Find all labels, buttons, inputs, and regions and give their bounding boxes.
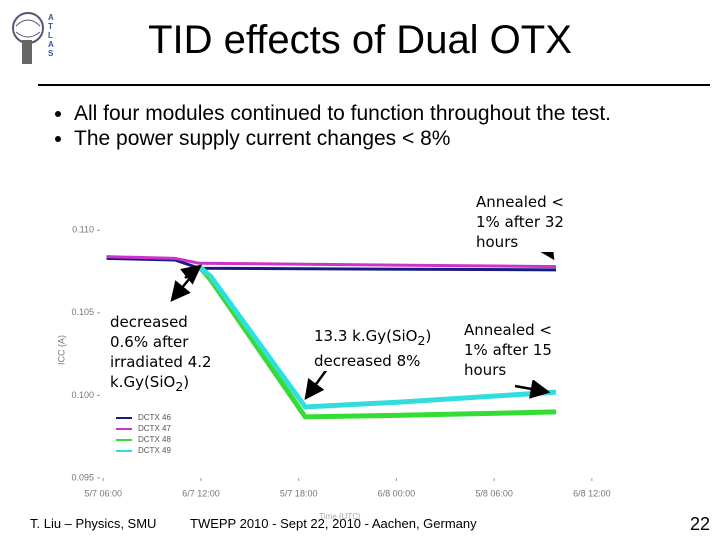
logo-letter: L [48, 31, 53, 40]
annotation: Annealed < 1% after 32 hours [476, 192, 564, 252]
legend-label: DCTX 47 [138, 424, 171, 433]
legend-label: DCTX 46 [138, 413, 171, 422]
arrow [514, 379, 551, 399]
annotation-line: 13.3 k.Gy(SiO2) [314, 326, 431, 351]
legend-label: DCTX 49 [138, 446, 171, 455]
logo-letter: T [48, 22, 53, 31]
y-tick-label: 0.105 [71, 307, 94, 317]
bullet: The power supply current changes < 8% [74, 127, 634, 150]
footer-center: TWEPP 2010 - Sept 22, 2010 - Aachen, Ger… [190, 516, 477, 531]
x-tick-label: 6/8 12:00 [573, 488, 611, 498]
annotation: Annealed < 1% after 15 hours [464, 320, 552, 380]
annotation-text: ) [425, 327, 432, 345]
annotation-line: 1% after 32 [476, 213, 564, 231]
x-axis-label: Time (UTC) [319, 512, 361, 521]
y-tick-label: 0.100 [71, 390, 94, 400]
annotation-line: Annealed < [476, 193, 564, 211]
annotation-text: irradiated 4.2 [110, 353, 212, 371]
y-axis-label: ICC (A) [56, 335, 66, 365]
series-line [106, 255, 557, 269]
arrow [180, 264, 202, 285]
x-tick-label: 6/8 00:00 [378, 488, 416, 498]
page-number: 22 [690, 514, 711, 534]
bullet-list: All four modules continued to function t… [50, 102, 634, 152]
annotation-line: decreased 8% [314, 351, 431, 371]
legend-label: DCTX 48 [138, 435, 171, 444]
annotation-line: Annealed < [464, 321, 552, 339]
series-line [197, 264, 557, 410]
annotation-line: decreased [110, 312, 212, 332]
x-tick-label: 5/7 06:00 [84, 488, 122, 498]
logo-letter: S [48, 49, 54, 58]
annotation-line: irradiated 4.2 [110, 352, 212, 372]
annotation-text: 13.3 k.Gy(SiO [314, 327, 418, 345]
annotation-line: hours [464, 361, 507, 379]
logo-letter: A [48, 40, 54, 49]
x-tick-label: 6/7 12:00 [182, 488, 220, 498]
annotation-text: k.Gy(SiO [110, 373, 176, 391]
annotation-line: 0.6% after [110, 332, 212, 352]
annotation-text: ) [183, 373, 190, 391]
title-rule [38, 84, 710, 86]
annotation-text: decreased 8% [314, 352, 421, 370]
annotation-line: hours [476, 233, 519, 251]
series-line [106, 256, 557, 272]
x-tick-label: 5/8 06:00 [475, 488, 513, 498]
annotation-line: 1% after 15 [464, 341, 552, 359]
annotation-text: 0.6% after [110, 333, 189, 351]
annotation: 13.3 k.Gy(SiO2) decreased 8% [314, 326, 432, 371]
subscript: 2 [175, 379, 184, 394]
y-tick-label: 0.110 [72, 225, 94, 235]
logo-letter: A [48, 13, 54, 22]
bullet: All four modules continued to function t… [74, 102, 634, 125]
slide-title: TID effects of Dual OTX [148, 18, 572, 62]
annotation-text: decreased [110, 313, 188, 331]
arrow [170, 277, 191, 302]
subscript: 2 [417, 333, 426, 348]
y-tick-label: 0.095 [71, 472, 94, 482]
annotation-line: k.Gy(SiO2) [110, 372, 212, 397]
footer-left: T. Liu – Physics, SMU [30, 516, 157, 531]
x-tick-label: 5/7 18:00 [280, 488, 318, 498]
annotation: decreased 0.6% after irradiated 4.2 k.Gy(Si… [110, 312, 212, 397]
